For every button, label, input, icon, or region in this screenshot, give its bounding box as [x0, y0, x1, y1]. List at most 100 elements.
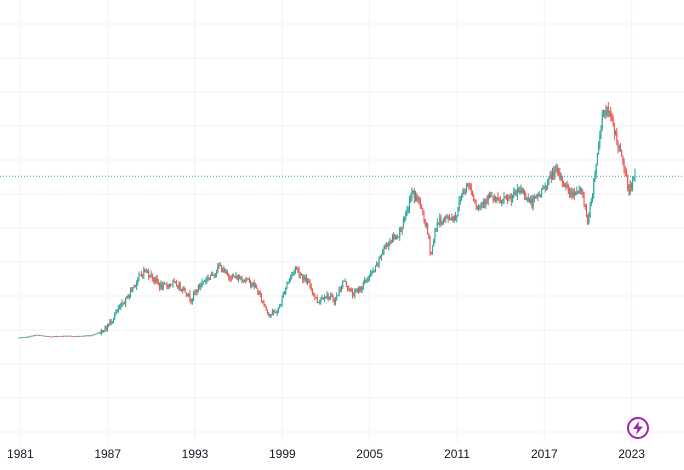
candle-body — [75, 336, 77, 337]
candle-body — [532, 198, 534, 208]
candle-body — [149, 276, 151, 278]
candle-body — [134, 285, 136, 287]
candle-body — [429, 238, 431, 252]
candle-body — [407, 209, 409, 211]
candle-body — [405, 212, 407, 219]
candle-body — [104, 326, 106, 332]
candle-body — [378, 256, 380, 265]
candle-body — [353, 295, 355, 297]
candle-body — [174, 281, 176, 283]
candle-body — [179, 283, 181, 290]
candle-body — [233, 275, 235, 277]
candle-body — [347, 285, 349, 289]
candle-body — [442, 218, 444, 223]
candle-body — [86, 335, 88, 337]
candle-body — [371, 271, 373, 274]
candle-body — [333, 300, 335, 303]
candle-body — [287, 281, 289, 284]
candle-body — [150, 273, 152, 277]
candle-body — [456, 215, 458, 219]
lightning-button[interactable] — [627, 417, 649, 439]
candle-body — [285, 287, 287, 294]
candle-body — [501, 200, 503, 203]
candle-body — [240, 278, 242, 280]
candle-body — [481, 203, 483, 205]
candle-body — [544, 186, 546, 189]
candle-body — [533, 196, 535, 199]
candle-body — [166, 284, 168, 287]
candle-body — [388, 242, 390, 247]
candle-body — [367, 279, 369, 281]
candle-body — [314, 293, 316, 298]
candle-body — [325, 297, 327, 298]
candle-body — [328, 297, 330, 300]
candle-body — [53, 336, 55, 338]
candle-body — [127, 296, 129, 299]
candle-body — [612, 117, 614, 125]
candle-body — [25, 336, 27, 338]
candle-body — [344, 281, 346, 282]
candle-body — [450, 219, 452, 221]
candle-body — [45, 336, 47, 337]
candle-body — [594, 174, 596, 179]
candle-body — [56, 336, 58, 337]
candle-body — [23, 337, 25, 338]
candle-body — [536, 195, 538, 198]
candle-body — [509, 196, 511, 198]
candle-body — [299, 274, 301, 276]
candle-body — [446, 216, 448, 218]
candle-body — [457, 209, 459, 216]
candle-body — [180, 289, 182, 291]
candle-body — [334, 298, 336, 303]
candle-body — [560, 175, 562, 179]
candle-body — [521, 189, 523, 193]
candle-body — [416, 195, 418, 201]
candle-body — [32, 335, 34, 337]
candle-body — [427, 223, 429, 234]
candle-body — [419, 200, 421, 207]
candle-body — [123, 303, 125, 305]
candle-body — [122, 302, 124, 304]
candle-body — [317, 302, 319, 303]
candle-body — [161, 284, 163, 290]
candle-body — [263, 300, 265, 305]
candle-body — [256, 285, 258, 289]
candle-body — [399, 227, 401, 237]
candle-body — [307, 280, 309, 284]
candle-body — [618, 146, 620, 148]
candle-body — [96, 333, 98, 335]
candle-body — [37, 334, 39, 336]
candle-body — [63, 335, 65, 337]
candle-body — [421, 206, 423, 209]
candle-body — [575, 194, 577, 196]
candle-body — [111, 321, 113, 323]
candle-body — [425, 223, 427, 226]
candle-body — [345, 281, 347, 286]
candle-body — [213, 274, 215, 276]
candle-body — [120, 304, 122, 308]
candle-body — [474, 200, 476, 204]
candle-body — [308, 280, 310, 283]
candle-body — [162, 283, 164, 290]
candle-body — [611, 116, 613, 118]
candle-body — [578, 189, 580, 193]
candle-body — [535, 196, 537, 198]
candle-body — [490, 195, 492, 198]
candle-body — [496, 197, 498, 201]
candle-body — [435, 229, 437, 232]
candle-body — [170, 284, 172, 285]
candle-body — [391, 235, 393, 242]
candle-body — [153, 278, 155, 280]
candle-body — [185, 292, 187, 296]
candle-body — [576, 191, 578, 195]
candle-body — [441, 222, 443, 225]
candle-body — [156, 278, 158, 282]
candle-body — [183, 287, 185, 291]
candle-body — [615, 131, 617, 135]
candle-body — [562, 182, 564, 184]
candle-body — [486, 200, 488, 202]
candle-body — [436, 222, 438, 230]
candle-body — [538, 194, 540, 197]
candle-body — [601, 113, 603, 128]
